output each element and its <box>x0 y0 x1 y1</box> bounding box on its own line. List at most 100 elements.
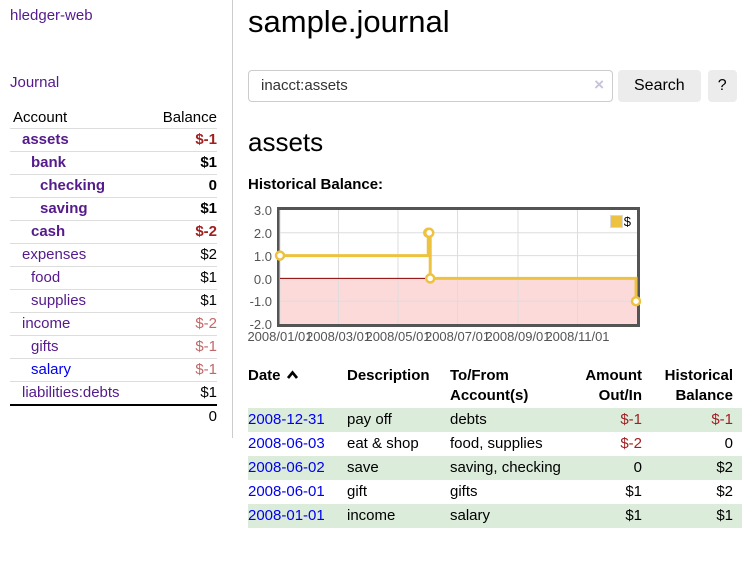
account-link-saving[interactable]: saving <box>40 200 88 217</box>
date-column-header[interactable]: Date <box>248 364 347 408</box>
y-tick-label: 2.0 <box>253 226 272 242</box>
transaction-date-link[interactable]: 2008-06-03 <box>248 435 325 453</box>
account-row: income $-2 <box>10 312 217 336</box>
account-balance: $-2 <box>145 220 217 244</box>
account-row: saving $1 <box>10 197 217 221</box>
account-link-liabilities-debts[interactable]: liabilities:debts <box>22 384 120 401</box>
account-balance: $1 <box>145 197 217 221</box>
y-tick-label: 0.0 <box>253 271 272 287</box>
sort-ascending-icon <box>286 366 299 386</box>
account-balance: $-1 <box>145 128 217 152</box>
transaction-description: eat & shop <box>347 435 419 453</box>
transaction-row[interactable]: 2008-06-03 eat & shop food, supplies $-2… <box>248 432 742 456</box>
transaction-row[interactable]: 2008-06-01 gift gifts $1 $2 <box>248 480 742 504</box>
transaction-accounts: debts <box>450 411 487 429</box>
accounts-table: Account Balance assets $-1 bank $1 check… <box>10 107 217 428</box>
x-tick-label: 2008/09/01 <box>485 329 551 345</box>
transaction-balance: $-1 <box>711 411 733 429</box>
transaction-balance: $1 <box>716 507 733 525</box>
x-tick-label: 2008/03/01 <box>305 329 372 345</box>
account-link-income[interactable]: income <box>22 315 71 332</box>
accounts-total-balance: 0 <box>145 404 217 428</box>
x-tick-label: 2008/01/01 <box>247 329 313 345</box>
legend-label: $ <box>623 214 631 230</box>
search-button[interactable]: Search <box>618 69 701 102</box>
chart-canvas <box>274 210 642 325</box>
transaction-amount: $1 <box>625 483 642 501</box>
account-row: expenses $2 <box>10 243 217 267</box>
account-row: bank $1 <box>10 151 217 175</box>
account-balance: $-2 <box>145 312 217 336</box>
transaction-accounts: gifts <box>450 483 478 501</box>
accounts-table-header: Account Balance <box>10 107 217 129</box>
account-balance: $1 <box>145 266 217 290</box>
chart-plot-area[interactable]: $ <box>274 207 642 328</box>
balance-column-header[interactable]: Historical Balance <box>664 367 733 405</box>
transaction-row[interactable]: 2008-01-01 income salary $1 $1 <box>248 504 742 529</box>
legend-swatch-icon <box>609 215 623 229</box>
account-row: salary $-1 <box>10 358 217 382</box>
transaction-row[interactable]: 2008-12-31 pay off debts $-1 $-1 <box>248 408 742 433</box>
account-link-checking[interactable]: checking <box>40 177 106 194</box>
x-tick-label: 2008/07/01 <box>424 329 491 345</box>
amount-column-header[interactable]: Amount Out/In <box>585 367 642 405</box>
y-tick-label: -1.0 <box>249 294 272 310</box>
account-balance: 0 <box>145 174 217 198</box>
chart-title: Historical Balance: <box>248 176 384 194</box>
account-link-gifts[interactable]: gifts <box>31 338 59 355</box>
transaction-accounts: food, supplies <box>450 435 543 453</box>
account-link-food[interactable]: food <box>31 269 61 286</box>
transaction-amount: $1 <box>625 507 642 525</box>
chart-x-axis: 2008/01/01 2008/03/01 2008/05/01 2008/07/01… <box>247 329 640 347</box>
account-link-cash[interactable]: cash <box>31 223 66 240</box>
transaction-accounts: salary <box>450 507 491 525</box>
account-link-assets[interactable]: assets <box>22 131 69 148</box>
historical-balance-chart: 3.0 2.0 1.0 0.0 -1.0 -2.0 $ 2008/01/01 2008/03… <box>247 203 742 347</box>
account-row: cash $-2 <box>10 220 217 244</box>
search-form: × Search ? <box>248 69 742 102</box>
transaction-amount: $-2 <box>620 435 642 453</box>
account-link-salary[interactable]: salary <box>31 361 72 378</box>
description-column-header[interactable]: Description <box>347 367 430 385</box>
sidebar-item-journal[interactable]: Journal <box>10 74 60 91</box>
account-column-header: Account <box>10 107 146 129</box>
transaction-date-link[interactable]: 2008-06-01 <box>248 483 325 501</box>
transaction-balance: 0 <box>724 435 733 453</box>
transaction-date-link[interactable]: 2008-01-01 <box>248 507 325 525</box>
account-balance: $1 <box>145 151 217 175</box>
transaction-date-link[interactable]: 2008-06-02 <box>248 459 325 477</box>
transaction-description: gift <box>347 483 368 501</box>
transaction-accounts: saving, checking <box>450 459 561 477</box>
account-row: assets $-1 <box>10 128 217 152</box>
chart-legend: $ <box>607 213 633 231</box>
account-link-expenses[interactable]: expenses <box>22 246 87 263</box>
account-balance: $1 <box>200 384 217 401</box>
help-button[interactable]: ? <box>707 69 737 102</box>
transaction-description: income <box>347 507 396 525</box>
y-tick-label: 1.0 <box>253 248 272 264</box>
account-balance: $-1 <box>145 335 217 359</box>
sidebar: hledger-web Journal Account Balance asse… <box>0 0 233 438</box>
x-tick-label: 2008/11/01 <box>545 329 610 345</box>
register-table: Date Description To/From Account(s) Amou… <box>248 364 742 529</box>
transaction-date-link[interactable]: 2008-12-31 <box>248 411 325 429</box>
account-link-supplies[interactable]: supplies <box>31 292 87 309</box>
transaction-row[interactable]: 2008-06-02 save saving, checking 0 $2 <box>248 456 742 481</box>
accounts-total-row: 0 <box>10 404 217 428</box>
account-balance: $1 <box>145 289 217 313</box>
search-input[interactable] <box>248 69 613 102</box>
brand-link[interactable]: hledger-web <box>10 7 93 24</box>
account-link-bank[interactable]: bank <box>31 154 67 171</box>
transaction-balance: $2 <box>716 459 733 477</box>
transaction-description: save <box>347 459 379 477</box>
y-tick-label: -2.0 <box>249 317 272 333</box>
chart-y-axis: 3.0 2.0 1.0 0.0 -1.0 -2.0 <box>248 203 277 331</box>
page-title: sample.journal <box>248 4 450 39</box>
accounts-column-header[interactable]: To/From Account(s) <box>450 367 529 405</box>
account-balance: $-1 <box>145 358 217 382</box>
transaction-description: pay off <box>347 411 392 429</box>
y-tick-label: 3.0 <box>253 203 272 219</box>
clear-search-icon[interactable]: × <box>594 74 604 94</box>
register-header-row: Date Description To/From Account(s) Amou… <box>248 364 742 408</box>
transaction-amount: 0 <box>633 459 642 477</box>
